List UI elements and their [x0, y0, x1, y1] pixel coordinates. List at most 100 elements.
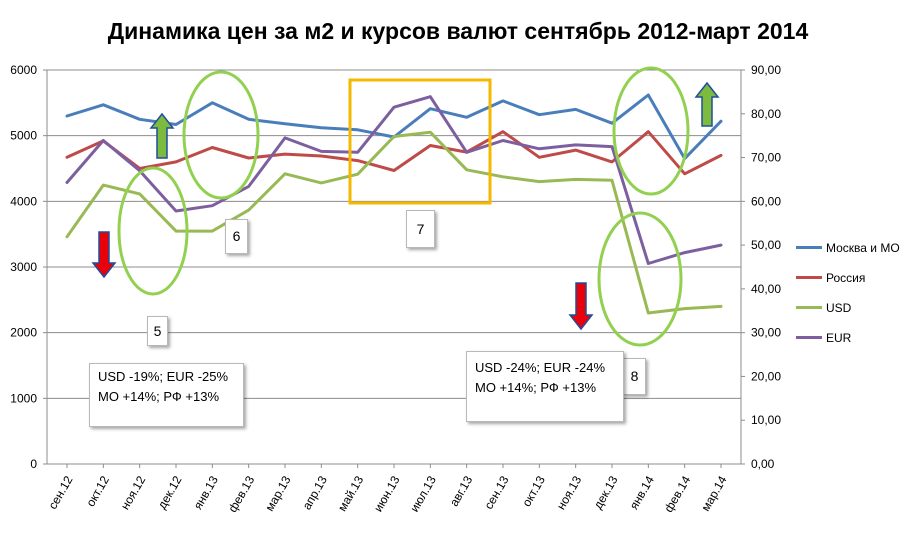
data-point-2 — [574, 178, 577, 181]
series-lines — [65, 93, 723, 315]
data-point-3 — [320, 150, 323, 153]
data-point-3 — [465, 151, 468, 154]
data-point-1 — [320, 154, 323, 158]
legend-label-usd: USD — [826, 301, 852, 315]
data-point-3 — [683, 251, 686, 254]
ellipse-jan13 — [182, 70, 260, 200]
data-point-2 — [102, 183, 105, 187]
data-point-0 — [247, 118, 250, 121]
y-right-tick-label: 40,00 — [751, 282, 781, 296]
data-point-2 — [610, 179, 614, 182]
y-left-tick-label: 2000 — [10, 326, 37, 340]
legend-label-russia: Россия — [826, 271, 866, 285]
data-point-3 — [65, 181, 69, 184]
data-point-0 — [574, 108, 577, 111]
data-point-0 — [320, 126, 323, 129]
data-point-3 — [501, 139, 505, 142]
data-point-2 — [429, 130, 432, 134]
data-point-2 — [683, 307, 686, 310]
y-right-tick-label: 0,00 — [751, 457, 775, 471]
y-right-tick-label: 80,00 — [751, 107, 781, 121]
data-point-0 — [429, 107, 432, 110]
data-point-2 — [320, 181, 323, 185]
data-point-2 — [392, 135, 396, 138]
legend-swatch-usd — [796, 306, 822, 309]
y-right-tick-label: 70,00 — [751, 151, 781, 165]
x-tick-label: июн.13 — [371, 473, 403, 514]
data-point-1 — [247, 156, 250, 160]
x-tick-label: мар.14 — [698, 473, 729, 513]
annotation-box-right-line2: МО +14%; РФ +13% — [475, 380, 597, 395]
x-tick-label: ноя.12 — [118, 473, 149, 512]
legend-swatch-moscow — [796, 246, 822, 249]
legend-swatch-eur — [796, 336, 822, 339]
data-point-3 — [211, 204, 214, 207]
data-point-2 — [174, 229, 178, 233]
ellipse-jan14 — [612, 66, 690, 196]
y-right-tick-label: 30,00 — [751, 326, 781, 340]
x-tick-label: окт.12 — [83, 473, 112, 509]
x-tick-label: ноя.13 — [554, 473, 585, 512]
data-point-0 — [102, 103, 105, 107]
data-point-1 — [65, 156, 69, 159]
data-point-1 — [392, 169, 396, 172]
y-right-tick-label: 60,00 — [751, 194, 781, 208]
annotation-box-left-line1: USD -19%; EUR -25% — [98, 369, 229, 384]
arrow-down-icon — [568, 282, 594, 331]
y-left-tick-label: 1000 — [10, 391, 37, 405]
data-point-0 — [465, 116, 468, 119]
data-point-3 — [647, 262, 650, 265]
ellipse-dec12 — [117, 166, 189, 296]
y-left-tick-label: 4000 — [10, 194, 37, 208]
legend-swatch-russia — [796, 276, 822, 279]
data-point-2 — [138, 192, 141, 196]
data-point-3 — [356, 151, 359, 154]
x-tick-label: авг.13 — [447, 473, 476, 509]
data-point-3 — [719, 243, 723, 247]
y-left-tick-label: 3000 — [10, 260, 37, 274]
data-point-3 — [610, 145, 614, 148]
legend-label-moscow: Москва и МО — [826, 241, 900, 255]
highlight-rectangle — [348, 78, 492, 205]
x-tick-label: янв.13 — [191, 473, 221, 512]
arrow-up-icon — [694, 81, 720, 127]
x-tick-label: мар.13 — [262, 473, 293, 513]
data-point-1 — [174, 160, 178, 164]
data-point-1 — [683, 172, 686, 175]
data-point-3 — [102, 139, 105, 142]
data-point-2 — [65, 235, 69, 238]
annotation-shapes — [91, 66, 720, 347]
annotation-number-5: 5 — [147, 316, 168, 346]
annotation-number-7: 7 — [406, 210, 435, 248]
data-point-3 — [538, 147, 541, 150]
data-point-1 — [610, 160, 614, 164]
data-point-2 — [719, 305, 723, 308]
data-point-0 — [283, 122, 287, 126]
ellipse-jan14-usd — [597, 211, 683, 347]
annotation-number-6: 6 — [225, 219, 248, 254]
annotation-box-right-line1: USD -24%; EUR -24% — [475, 360, 606, 375]
y-right-tick-label: 90,00 — [751, 63, 781, 77]
data-point-3 — [283, 136, 287, 140]
data-point-0 — [138, 118, 141, 121]
y-right-tick-label: 10,00 — [751, 413, 781, 427]
data-point-0 — [501, 99, 505, 103]
data-point-0 — [610, 121, 614, 125]
data-point-2 — [465, 168, 468, 172]
data-point-1 — [719, 154, 723, 157]
data-point-1 — [647, 130, 650, 133]
data-point-0 — [538, 113, 541, 116]
y-right-tick-label: 20,00 — [751, 369, 781, 383]
data-point-2 — [211, 229, 214, 233]
arrow-down-icon — [91, 231, 117, 279]
data-point-2 — [247, 208, 250, 212]
data-point-2 — [647, 311, 650, 315]
x-tick-label: янв.14 — [627, 473, 657, 512]
data-point-3 — [247, 185, 250, 188]
data-point-0 — [356, 128, 359, 131]
data-point-0 — [174, 123, 178, 126]
x-tick-label: апр.13 — [300, 473, 331, 512]
data-point-1 — [283, 152, 287, 156]
axes: 0 1000 2000 3000 4000 5000 6000 0,00 10,00 20,00 3… — [10, 63, 781, 515]
data-point-3 — [574, 143, 577, 147]
